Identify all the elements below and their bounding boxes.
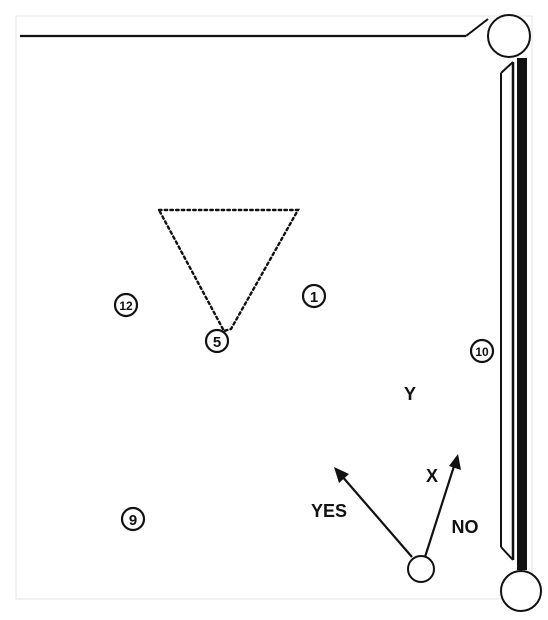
ball-9-label: 9 xyxy=(129,512,137,529)
label-x: X xyxy=(426,466,438,486)
right-rail xyxy=(500,58,527,570)
ball-10-label: 10 xyxy=(475,345,489,359)
no-arrow xyxy=(423,454,461,558)
top-right-pocket xyxy=(487,14,531,58)
page-frame xyxy=(15,15,533,600)
cue-ball xyxy=(407,555,435,583)
dotted-triangle xyxy=(156,208,301,333)
ball-1: 1 xyxy=(301,283,327,309)
ball-9: 9 xyxy=(120,506,146,532)
label-y: Y xyxy=(404,384,416,404)
ball-12-label: 12 xyxy=(119,299,133,313)
top-rail xyxy=(20,18,489,38)
ball-10: 10 xyxy=(469,338,495,364)
ball-5-label: 5 xyxy=(213,334,221,351)
yes-arrow xyxy=(334,467,413,558)
ball-12: 12 xyxy=(113,292,139,318)
ball-5: 5 xyxy=(204,328,230,354)
label-no: NO xyxy=(452,517,479,537)
label-yes: YES xyxy=(311,501,347,521)
ball-1-label: 1 xyxy=(310,289,318,306)
bottom-right-pocket xyxy=(500,570,542,612)
